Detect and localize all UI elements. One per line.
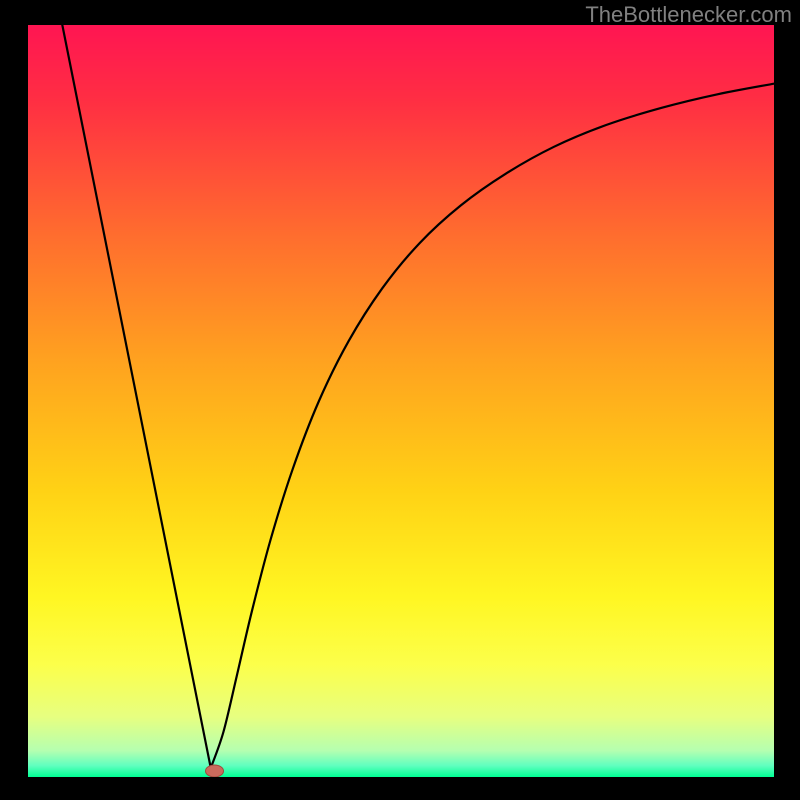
optimal-point-marker xyxy=(206,765,224,777)
bottleneck-chart xyxy=(0,0,800,800)
chart-frame: TheBottlenecker.com xyxy=(0,0,800,800)
watermark-text: TheBottlenecker.com xyxy=(585,2,792,28)
plot-background-gradient xyxy=(28,25,774,777)
